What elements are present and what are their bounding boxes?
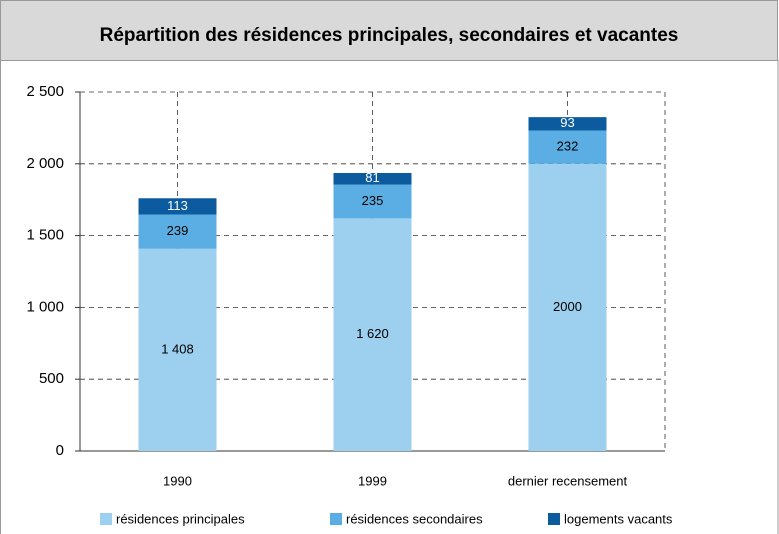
y-tick-label: 1 000 — [26, 298, 64, 315]
y-tick-label: 2 000 — [26, 155, 64, 172]
value-label: 1 620 — [356, 326, 389, 341]
bar-segment — [528, 163, 607, 452]
value-label: 2000 — [553, 299, 582, 314]
y-tick-label: 500 — [39, 370, 64, 387]
chart-title: Répartition des résidences principales, … — [100, 25, 679, 46]
bar-segment — [333, 172, 412, 185]
y-tick-label: 2 500 — [26, 83, 64, 100]
legend-swatch — [548, 513, 560, 525]
bar-segment — [138, 214, 217, 249]
title-bar — [0, 0, 778, 61]
legend-swatch — [330, 513, 342, 525]
value-label: 239 — [167, 223, 189, 238]
value-label: 1 408 — [161, 341, 194, 356]
value-label: 81 — [365, 170, 379, 185]
value-label: 113 — [167, 198, 188, 213]
legend-swatch — [100, 513, 112, 525]
legend-label: logements vacants — [564, 511, 673, 526]
bar-segment — [333, 184, 412, 219]
value-label: 232 — [557, 139, 579, 154]
legend-label: résidences principales — [116, 511, 245, 526]
y-tick-label: 0 — [56, 442, 64, 459]
bar-segment — [528, 130, 607, 164]
x-tick-label: 1999 — [358, 473, 387, 488]
bar-segment — [138, 248, 217, 451]
legend-label: résidences secondaires — [346, 511, 483, 526]
bar-segment — [138, 198, 217, 215]
y-tick-label: 1 500 — [26, 227, 64, 244]
bar-segment — [333, 218, 412, 451]
x-tick-label: dernier recensement — [508, 473, 628, 488]
value-label: 235 — [362, 193, 384, 208]
value-label: 93 — [560, 115, 574, 130]
x-tick-label: 1990 — [163, 473, 192, 488]
bar-segment — [528, 117, 607, 131]
